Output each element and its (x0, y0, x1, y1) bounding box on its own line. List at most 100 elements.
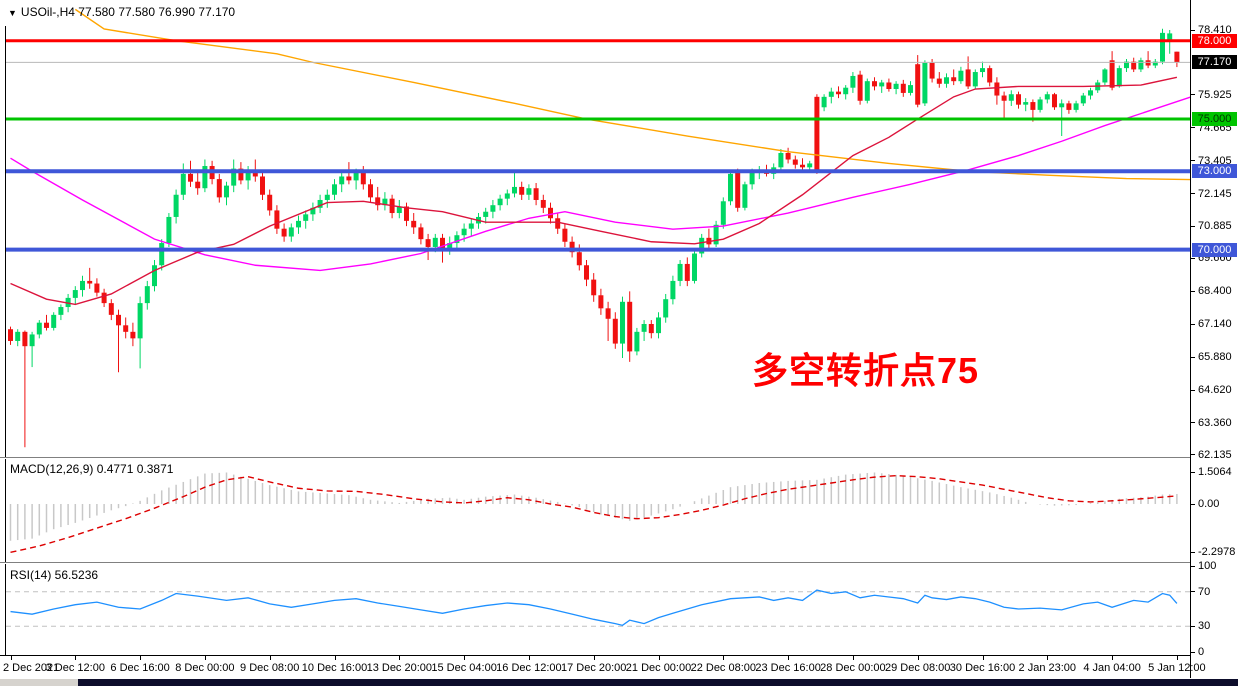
macd-panel[interactable] (0, 459, 1190, 562)
rsi-canvas[interactable] (0, 564, 1190, 655)
axis-tick (1191, 389, 1195, 391)
candle-down (936, 78, 942, 84)
candle-down (346, 176, 352, 181)
chart-symbol-period: USOil-,H4 (20, 5, 75, 19)
candle-up (324, 194, 330, 200)
rsi-indicator-label: RSI(14) 56.5236 (10, 568, 99, 582)
axis-tick (1191, 471, 1195, 473)
candle-down (886, 82, 892, 90)
candle-up (1138, 60, 1144, 70)
candle-down (1174, 51, 1180, 63)
candle-up (51, 314, 57, 328)
candle-down (188, 173, 193, 182)
candle-up (332, 184, 337, 195)
candle-up (490, 205, 496, 212)
candle-up (80, 280, 85, 291)
candle-up (742, 184, 748, 208)
time-axis-label: 5 Jan 12:00 (1148, 662, 1206, 674)
candle-down (814, 96, 820, 172)
candle-down (1131, 61, 1137, 70)
candle-up (1044, 94, 1050, 100)
axis-tick (1191, 503, 1195, 505)
time-axis-label: 10 Dec 16:00 (301, 662, 368, 674)
main-chart-panel[interactable] (0, 0, 1190, 457)
axis-tick (1191, 565, 1195, 567)
price-badge-73.000: 73.000 (1192, 164, 1237, 179)
candle-up (29, 334, 35, 347)
candle-down (605, 308, 611, 319)
time-tick (269, 656, 271, 660)
time-axis-label: 3 Dec 12:00 (45, 662, 105, 674)
candle-up (663, 299, 669, 318)
rsi-axis-label: 70 (1198, 585, 1211, 598)
candle-down (1066, 103, 1072, 110)
candle-down (951, 77, 957, 82)
time-tick (528, 656, 530, 660)
candle-up (144, 286, 150, 304)
time-tick (917, 656, 919, 660)
price-axis-label: 75.925 (1198, 88, 1232, 101)
price-badge-75.000: 75.000 (1192, 112, 1237, 127)
candle-up (137, 303, 143, 339)
candle-down (411, 220, 417, 228)
scroll-grip[interactable] (0, 679, 78, 686)
candle-up (958, 70, 964, 82)
time-axis-label: 9 Dec 08:00 (240, 662, 300, 674)
rsi-panel[interactable] (0, 564, 1190, 655)
candle-down (872, 81, 877, 87)
time-axis-label: 22 Dec 08:00 (690, 662, 757, 674)
ma-medium-magenta (10, 96, 1190, 272)
candle-up (864, 81, 870, 101)
candle-down (87, 280, 93, 284)
candle-down (576, 252, 582, 266)
candle-down (375, 197, 381, 206)
candle-up (699, 237, 705, 254)
rsi-axis-label: 0 (1198, 646, 1205, 658)
candle-up (713, 224, 719, 245)
candle-up (310, 207, 316, 215)
candle-up (893, 83, 899, 90)
candle-down (627, 301, 633, 352)
candle-down (612, 318, 618, 344)
price-badge-78.000: 78.000 (1192, 33, 1237, 48)
axis-tick (1191, 94, 1195, 96)
time-tick (723, 656, 725, 660)
time-tick (10, 656, 12, 660)
candle-down (130, 331, 136, 339)
candle-up (980, 68, 985, 73)
time-axis[interactable]: 2 Dec 2021 3 Dec 12:00 6 Dec 16:00 8 Dec 00… (0, 656, 1206, 678)
bottom-scroll-strip[interactable] (0, 679, 1238, 686)
candle-up (224, 185, 229, 198)
time-tick (852, 656, 854, 660)
axis-tick (1191, 323, 1195, 325)
candle-down (94, 283, 100, 293)
candle-up (850, 75, 856, 88)
time-tick (464, 656, 466, 660)
panel-separator[interactable] (0, 562, 1190, 563)
candle-down (1016, 94, 1021, 105)
panel-separator[interactable] (0, 457, 1190, 458)
price-axis[interactable]: 78.410 75.925 74.665 73.405 72.145 70.885 69.6… (1190, 0, 1238, 678)
annotation-text[interactable]: 多空转折点75 (752, 350, 980, 391)
candle-up (728, 173, 733, 202)
candle-up (526, 188, 532, 195)
candle-down (22, 331, 28, 347)
candle-down (368, 184, 373, 198)
candle-down (108, 303, 114, 315)
price-badge-70.000: 70.000 (1192, 242, 1237, 257)
main-chart-canvas[interactable] (0, 0, 1190, 457)
macd-canvas[interactable] (0, 459, 1190, 562)
macd-indicator-label: MACD(12,26,9) 0.4771 0.3871 (10, 462, 174, 476)
candle-up (1008, 94, 1014, 101)
candle-up (432, 237, 438, 247)
chart-collapse-icon[interactable]: ▼ (8, 8, 17, 18)
candle-down (555, 218, 561, 229)
candle-down (584, 265, 589, 280)
time-axis-label: 2 Jan 23:00 (1018, 662, 1077, 674)
candle-down (440, 237, 445, 250)
price-axis-label: 70.885 (1198, 220, 1232, 233)
candle-up (15, 331, 21, 341)
time-axis-label: 23 Dec 16:00 (755, 662, 821, 674)
candle-down (785, 152, 791, 160)
candle-up (1124, 61, 1129, 69)
